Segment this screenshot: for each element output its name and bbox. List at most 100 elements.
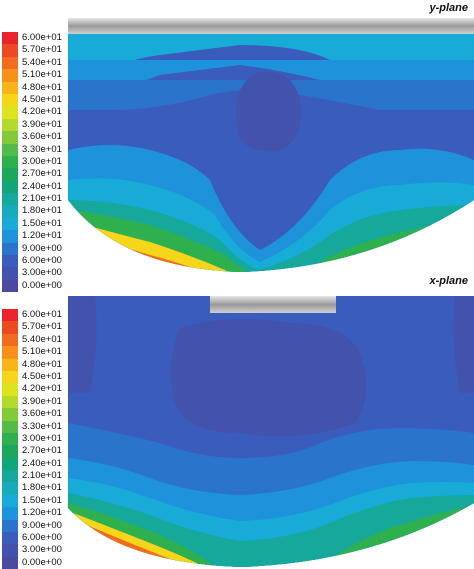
legend-label: 5.40e+01	[22, 333, 62, 345]
y-plane-legend: 6.00e+01 5.70e+01 5.40e+01 5.10e+01 4.80…	[2, 32, 82, 293]
legend-label: 4.80e+01	[22, 81, 62, 93]
legend-label: 2.10e+01	[22, 193, 62, 205]
legend-row: 3.60e+01	[2, 408, 82, 421]
legend-label: 4.80e+01	[22, 358, 62, 370]
legend-label: 4.50e+01	[22, 370, 62, 382]
legend-row: 2.70e+01	[2, 445, 82, 458]
legend-row: 5.40e+01	[2, 333, 82, 347]
legend-swatch	[2, 242, 18, 256]
legend-label: 2.10e+01	[22, 470, 62, 482]
legend-row: 4.80e+01	[2, 81, 82, 94]
legend-swatch	[2, 81, 18, 94]
legend-swatch	[2, 230, 18, 243]
legend-row: 4.80e+01	[2, 358, 82, 371]
legend-row: 1.20e+01	[2, 507, 82, 520]
legend-label: 3.90e+01	[22, 395, 62, 407]
legend-swatch	[2, 420, 18, 433]
legend-swatch	[2, 358, 18, 371]
x-plane-label: x-plane	[429, 275, 468, 287]
legend-label: 4.50e+01	[22, 93, 62, 105]
legend-label: 6.00e+00	[22, 255, 62, 267]
legend-swatch	[2, 321, 18, 334]
legend-row: 3.30e+01	[2, 143, 82, 156]
legend-label: 1.80e+01	[22, 482, 62, 494]
legend-row: 4.20e+01	[2, 383, 82, 396]
legend-swatch	[2, 346, 18, 359]
legend-swatch	[2, 457, 18, 471]
y-plane-panel: y-plane 6.00e+01 5.70e+01 5.40e+01 5.10e…	[0, 0, 474, 293]
legend-label: 0.00e+00	[22, 556, 62, 568]
legend-swatch	[2, 255, 18, 268]
legend-label: 5.70e+01	[22, 321, 62, 333]
legend-label: 2.70e+01	[22, 445, 62, 457]
y-plane-label: y-plane	[429, 2, 468, 14]
legend-row: 0.00e+00	[2, 556, 82, 569]
legend-row: 5.40e+01	[2, 56, 82, 70]
legend-swatch	[2, 470, 18, 483]
legend-swatch	[2, 482, 18, 495]
legend-label: 3.30e+01	[22, 143, 62, 155]
legend-row: 1.50e+01	[2, 217, 82, 231]
legend-label: 6.00e+01	[22, 309, 62, 320]
legend-label: 3.00e+01	[22, 432, 62, 444]
legend-swatch	[2, 519, 18, 533]
legend-swatch	[2, 32, 18, 45]
legend-label: 6.00e+00	[22, 532, 62, 544]
legend-label: 3.30e+01	[22, 420, 62, 432]
legend-row: 3.00e+01	[2, 432, 82, 446]
legend-swatch	[2, 395, 18, 409]
legend-label: 3.00e+00	[22, 267, 62, 279]
legend-label: 4.20e+01	[22, 106, 62, 118]
legend-row: 2.40e+01	[2, 457, 82, 471]
legend-swatch	[2, 168, 18, 181]
legend-label: 1.20e+01	[22, 230, 62, 242]
legend-swatch	[2, 309, 18, 322]
x-plane-contour-plot	[68, 296, 474, 567]
legend-label: 5.10e+01	[22, 69, 62, 81]
legend-swatch	[2, 445, 18, 458]
legend-row: 2.10e+01	[2, 470, 82, 483]
legend-row: 6.00e+00	[2, 255, 82, 268]
mid-blue-top-band	[68, 80, 474, 110]
legend-row: 3.60e+01	[2, 131, 82, 144]
legend-label: 3.60e+01	[22, 131, 62, 143]
legend-row: 3.90e+01	[2, 395, 82, 409]
legend-label: 3.00e+01	[22, 155, 62, 167]
lid-bar	[210, 296, 336, 313]
legend-row: 1.50e+01	[2, 494, 82, 508]
legend-row: 5.70e+01	[2, 321, 82, 334]
legend-row: 4.50e+01	[2, 370, 82, 384]
legend-swatch	[2, 267, 18, 280]
legend-swatch	[2, 532, 18, 545]
legend-row: 1.20e+01	[2, 230, 82, 243]
legend-row: 1.80e+01	[2, 482, 82, 495]
legend-swatch	[2, 205, 18, 218]
legend-row: 1.80e+01	[2, 205, 82, 218]
legend-swatch	[2, 544, 18, 557]
legend-row: 9.00e+00	[2, 242, 82, 256]
legend-swatch	[2, 193, 18, 206]
legend-row: 6.00e+00	[2, 532, 82, 545]
legend-swatch	[2, 370, 18, 384]
legend-label: 1.20e+01	[22, 507, 62, 519]
legend-row: 6.00e+01	[2, 32, 82, 45]
legend-swatch	[2, 118, 18, 132]
legend-swatch	[2, 143, 18, 156]
legend-swatch	[2, 333, 18, 347]
legend-label: 3.60e+01	[22, 408, 62, 420]
legend-label: 6.00e+01	[22, 32, 62, 43]
legend-swatch	[2, 383, 18, 396]
legend-row: 3.30e+01	[2, 420, 82, 433]
legend-swatch	[2, 56, 18, 70]
x-plane-panel: x-plane 6.00e+01 5.70e+01 5.40e+01 5.10e…	[0, 275, 474, 569]
legend-label: 5.70e+01	[22, 44, 62, 56]
legend-row: 2.70e+01	[2, 168, 82, 181]
legend-row: 5.70e+01	[2, 44, 82, 57]
legend-swatch	[2, 494, 18, 508]
legend-swatch	[2, 279, 18, 293]
x-plane-legend: 6.00e+01 5.70e+01 5.40e+01 5.10e+01 4.80…	[2, 309, 82, 569]
dark-edge-left	[68, 296, 97, 393]
legend-label: 4.20e+01	[22, 383, 62, 395]
legend-label: 2.70e+01	[22, 168, 62, 180]
legend-label: 9.00e+00	[22, 519, 62, 531]
